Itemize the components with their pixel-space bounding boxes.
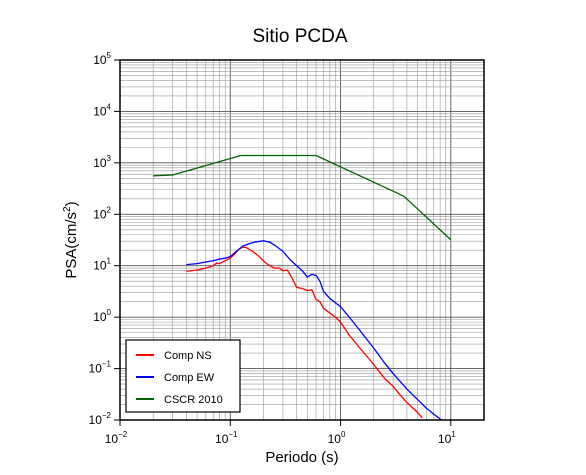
x-tick-exponent: 0 [341,430,346,439]
y-tick-exponent: −2 [102,411,112,420]
y-tick-exponent: 1 [107,257,112,266]
y-axis-label-main: PSA(cm/s [63,212,80,279]
plot-frame [119,59,485,421]
series-line-cscr-2010 [153,154,452,241]
y-axis-label-close: ) [63,201,80,206]
y-tick-exponent: −1 [102,360,112,369]
chart-title: Sitio PCDA [252,26,347,47]
y-tick-label: 103 [93,154,111,170]
x-tick-exponent: −2 [118,430,128,439]
x-tick-base: 10 [438,432,452,446]
y-tick-exponent: 4 [107,102,112,111]
y-tick-exponent: 5 [107,51,112,60]
y-tick-base: 10 [93,53,107,67]
x-tick-label: 100 [328,430,346,446]
y-axis-label-superscript: 2 [62,206,73,212]
x-tick-label: 10−1 [215,430,238,446]
y-tick-base: 10 [89,362,103,376]
y-tick-exponent: 3 [107,154,112,163]
y-tick-exponent: 2 [107,205,112,214]
x-tick-base: 10 [328,432,342,446]
y-tick-label: 100 [93,308,111,324]
series-layer [153,154,452,420]
legend-label-comp-ew: Comp EW [164,372,215,384]
legend-label-comp-ns: Comp NS [164,350,212,362]
x-axis-label: Periodo (s) [265,449,338,466]
x-tick-exponent: −1 [228,430,238,439]
x-tick-base: 10 [215,432,229,446]
legend: Comp NS Comp EW CSCR 2010 [125,339,241,413]
x-tick-base: 10 [105,432,119,446]
y-tick-label: 10−2 [89,411,112,427]
x-tick-label: 101 [438,430,456,446]
y-tick-base: 10 [89,413,103,427]
series-line-comp-ns [186,246,423,419]
y-tick-label: 102 [93,205,111,221]
y-axis-label: PSA(cm/s2) [62,201,80,278]
y-tick-label: 101 [93,257,111,273]
y-tick-base: 10 [93,207,107,221]
y-tick-label: 104 [93,102,111,118]
y-tick-label: 105 [93,51,111,67]
y-tick-base: 10 [93,259,107,273]
series-line-comp-ew [186,240,443,420]
y-tick-base: 10 [93,310,107,324]
y-tick-exponent: 0 [107,308,112,317]
y-tick-base: 10 [93,104,107,118]
y-tick-label: 10−1 [89,360,112,376]
x-tick-exponent: 1 [451,430,456,439]
y-tick-base: 10 [93,156,107,170]
grid [120,60,484,420]
x-tick-label: 10−2 [105,430,128,446]
legend-label-cscr-2010: CSCR 2010 [164,394,223,406]
